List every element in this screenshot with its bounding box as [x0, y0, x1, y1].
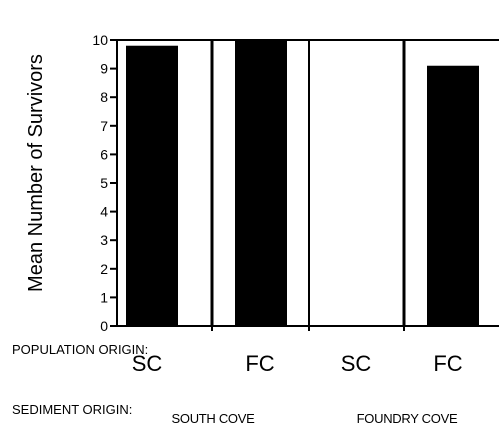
sediment-origin-label: SEDIMENT ORIGIN:	[12, 402, 132, 418]
sediment-group-foundry-cove: FOUNDRY COVE	[356, 411, 458, 426]
y-tick-label: 9	[100, 61, 108, 77]
y-axis: 0 1 2 3 4 5 6 7 8 9 10	[92, 32, 499, 334]
population-origin-label: POPULATION ORIGIN:	[12, 342, 148, 358]
y-tick-label: 3	[100, 232, 108, 248]
sediment-group-south-cove: SOUTH COVE	[171, 411, 255, 426]
y-tick-label: 2	[100, 261, 108, 277]
sediment-origin-text: SEDIMENT ORIGIN:	[12, 402, 133, 417]
bars-layer	[126, 40, 479, 327]
bar	[235, 40, 287, 326]
y-tick-label: 10	[92, 32, 108, 48]
y-tick-label: 1	[100, 289, 108, 305]
y-tick-label: 6	[100, 146, 108, 162]
y-tick-label: 7	[100, 118, 108, 134]
y-tick-label: 0	[100, 318, 108, 334]
category-label-2: FC	[245, 351, 275, 376]
bar	[427, 65, 479, 327]
y-axis-label: Mean Number of Survivors	[25, 54, 47, 292]
category-label-1: SC	[131, 351, 163, 376]
y-tick-label: 5	[100, 175, 108, 191]
group-dividers	[210, 40, 406, 331]
population-origin-text: POPULATION ORIGIN:	[12, 342, 149, 357]
category-label-4: FC	[433, 351, 463, 376]
y-tick-label: 8	[100, 89, 108, 105]
category-label-3: SC	[340, 351, 372, 376]
bar	[126, 45, 178, 326]
y-tick-label: 4	[100, 204, 108, 220]
